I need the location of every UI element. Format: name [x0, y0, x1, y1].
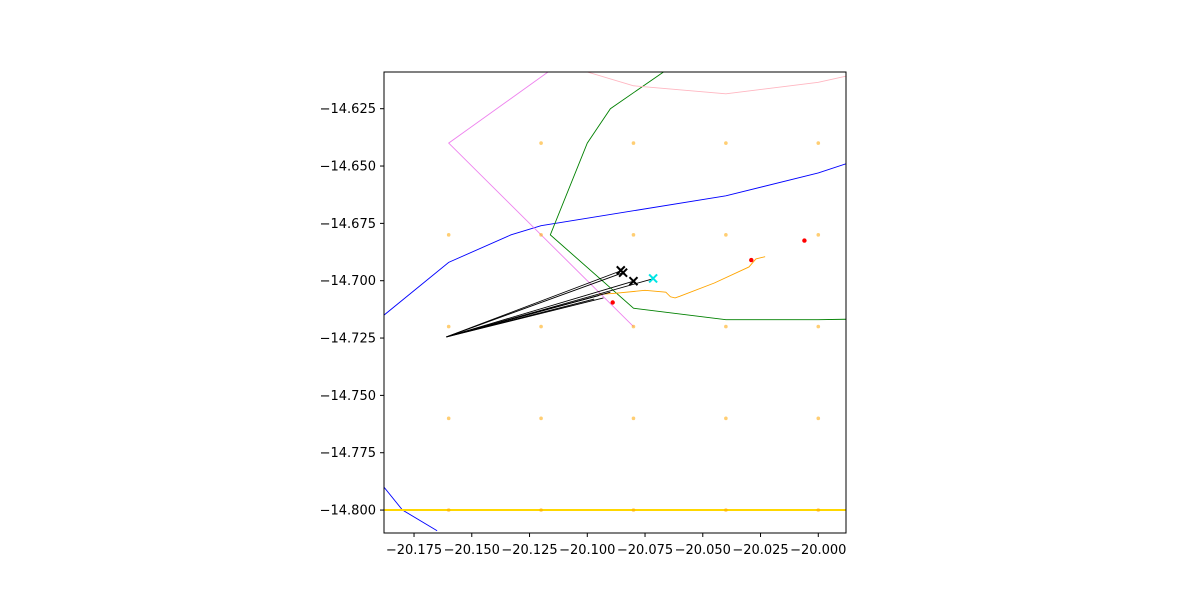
scatter-point-11-17: [724, 416, 728, 421]
scatter-point-11-3: [816, 141, 821, 145]
axes-frame: [383, 71, 847, 534]
y-axis: −14.625 −14.650 −14.675 −14.700 −14.725 −14.7…: [320, 102, 384, 519]
plot-area: [384, 72, 846, 532]
scatter-point-11-7: [724, 233, 728, 237]
scatter-point-11-18: [816, 416, 821, 421]
scatter-point-11-9: [446, 324, 451, 329]
scatter-point-11-19: [446, 508, 451, 512]
scatter-point-11-10: [539, 324, 543, 329]
series-line-0: [384, 163, 846, 316]
scatter-point-12-2: [610, 300, 615, 305]
series-line-4: [587, 72, 846, 95]
scatter-point-11-8: [816, 233, 821, 237]
y-tick-label: −14.750: [320, 389, 376, 404]
x-tick-label: −20.175: [386, 543, 442, 558]
y-tick-label: −14.650: [320, 160, 376, 175]
x-tick-label: −20.150: [444, 543, 500, 558]
x-tick-label: −20.050: [675, 543, 731, 558]
scatter-point-11-16: [631, 416, 636, 421]
scatter-point-11-1: [631, 141, 636, 145]
x-marker-13-2: [628, 276, 639, 286]
x-tick-label: −20.100: [559, 543, 615, 558]
scatter-point-11-15: [539, 416, 543, 421]
scatter-point-11-2: [724, 141, 728, 145]
scatter-point-11-12: [724, 324, 728, 329]
scatter-point-12-1: [749, 257, 754, 263]
series-line-3: [447, 72, 634, 327]
y-tick-label: −14.725: [320, 332, 376, 347]
scatter-point-11-6: [631, 233, 636, 237]
y-tick-label: −14.625: [320, 102, 376, 117]
scatter-point-11-14: [446, 416, 451, 421]
scatter-point-11-23: [816, 508, 821, 512]
x-tick-label: −20.000: [790, 543, 846, 558]
scatter-point-11-21: [631, 508, 636, 512]
scatter-point-11-0: [539, 141, 543, 145]
x-axis: −20.175 −20.150 −20.125 −20.100 −20.075 −20.0…: [386, 533, 846, 558]
y-tick-label: −14.700: [320, 274, 376, 289]
scatter-point-11-22: [724, 508, 728, 512]
x-tick-label: −20.125: [501, 543, 557, 558]
scatter-point-11-20: [539, 508, 543, 512]
scatter-point-11-5: [539, 233, 543, 237]
series-line-8: [446, 272, 624, 338]
scatter-point-11-11: [631, 324, 636, 329]
x-tick-label: −20.075: [617, 543, 673, 558]
series-line-2: [549, 72, 846, 321]
y-tick-label: −14.775: [320, 446, 376, 461]
x-marker-14-0: [648, 273, 658, 284]
scatter-point-11-4: [446, 233, 451, 237]
series-line-10: [446, 277, 655, 338]
scatter-point-11-13: [816, 324, 821, 329]
x-marker-13-1: [618, 267, 628, 278]
scatter-point-12-0: [802, 238, 807, 243]
x-tick-label: −20.025: [732, 543, 788, 558]
series-line-5: [598, 256, 766, 299]
series-line-1: [384, 486, 438, 532]
y-tick-label: −14.800: [320, 504, 376, 519]
y-tick-label: −14.675: [320, 217, 376, 232]
